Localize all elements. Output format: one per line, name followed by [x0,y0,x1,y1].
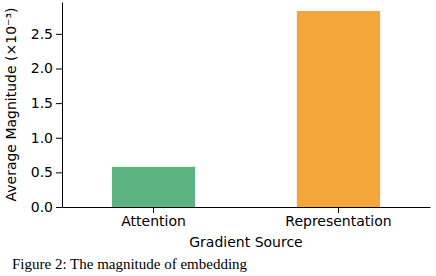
y-tick-mark [56,103,62,104]
y-axis-line [62,3,63,208]
y-tick-mark [56,68,62,69]
y-tick: 2.5 [31,26,62,42]
x-axis-title: Gradient Source [189,234,302,250]
chart: 0.0 0.5 1.0 1.5 2.0 2.5 Attention Representatio… [0,0,436,276]
x-axis: Attention Representation [63,207,431,229]
y-tick-mark [56,172,62,173]
y-tick: 0.0 [31,199,62,215]
bar [297,11,380,207]
y-tick-label: 2.5 [31,26,53,42]
y-tick-label: 0.5 [31,164,53,180]
x-tick: Attention [121,207,186,229]
y-tick-label: 1.0 [31,130,53,146]
y-tick-label: 0.0 [31,199,53,215]
x-axis-line [63,207,431,208]
bars [112,11,380,207]
y-axis-title: Average Magnitude (×10⁻³) [3,7,19,201]
y-tick: 1.5 [31,95,62,111]
y-tick-label: 1.5 [31,95,53,111]
y-tick: 0.5 [31,164,62,180]
y-tick: 1.0 [31,130,62,146]
x-tick-label: Representation [285,213,391,229]
bar [112,167,195,207]
y-tick-label: 2.0 [31,60,53,76]
caption: Figure 2: The magnitude of embedding [12,256,248,272]
y-axis: 0.0 0.5 1.0 1.5 2.0 2.5 [31,3,63,215]
x-tick: Representation [285,207,391,229]
y-tick-mark [56,34,62,35]
x-tick-label: Attention [121,213,186,229]
y-tick: 2.0 [31,60,62,76]
y-tick-mark [56,138,62,139]
y-tick-mark [56,207,62,208]
